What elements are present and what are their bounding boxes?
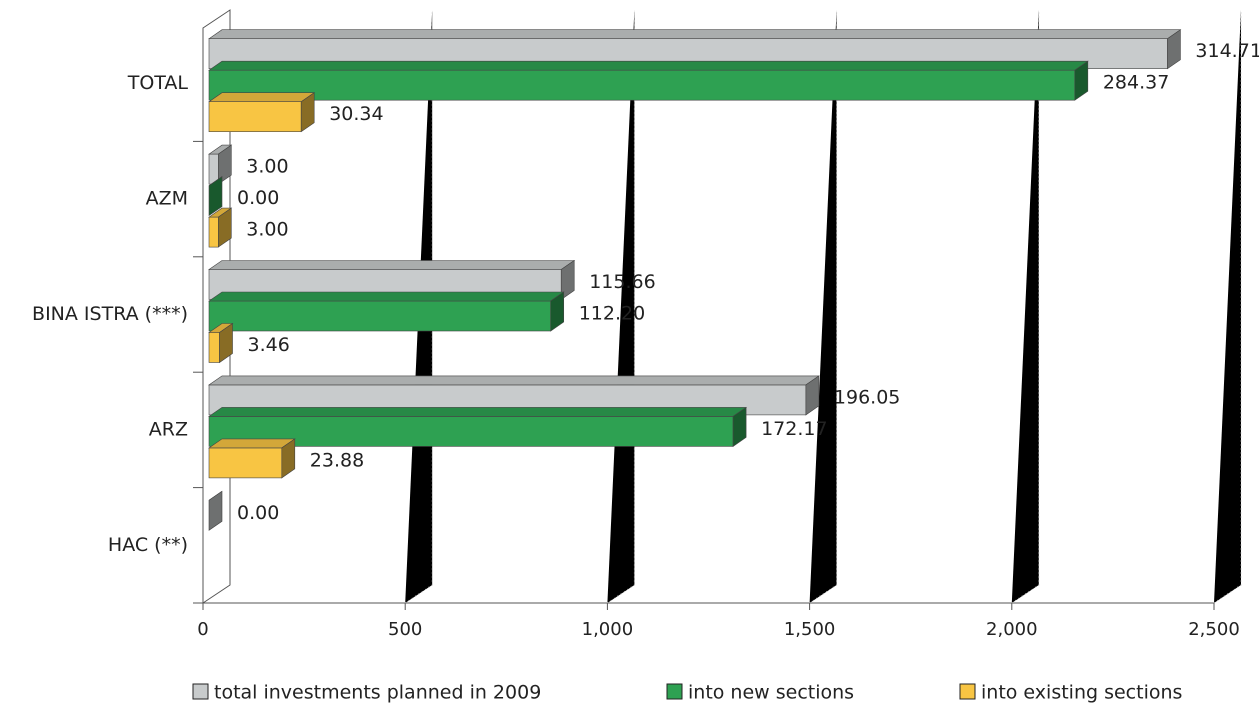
bar-top — [208, 92, 316, 102]
value-label: 3.00 — [246, 219, 288, 241]
bar-side — [1167, 29, 1181, 70]
y-tick-label: ARZ — [149, 418, 188, 440]
bar-top — [208, 260, 576, 270]
bar-front — [208, 416, 734, 447]
y-tick-label: TOTAL — [127, 72, 189, 94]
bar-side — [560, 259, 575, 301]
bar — [208, 490, 223, 531]
value-label: 196.05 — [834, 386, 900, 408]
legend-swatch — [192, 683, 209, 700]
value-label: 172.17 — [761, 418, 827, 440]
x-tick-label: 500 — [388, 619, 422, 640]
value-label: 0.00 — [237, 187, 279, 209]
legend-label: into new sections — [688, 682, 854, 704]
bar — [208, 322, 234, 364]
bar-side — [281, 438, 296, 479]
bar-top — [208, 60, 1089, 71]
bar-side — [219, 322, 233, 364]
axis-wall — [202, 9, 231, 604]
bar — [208, 176, 223, 217]
y-tick-label: AZM — [146, 188, 188, 210]
bar-side — [208, 490, 223, 531]
y-tick-label: BINA ISTRA (***) — [32, 303, 188, 325]
x-tick-label: 2,000 — [986, 619, 1038, 640]
grid-line — [607, 10, 635, 604]
bar-front — [208, 332, 220, 363]
bar-side — [218, 144, 232, 185]
value-label: 3.00 — [246, 156, 288, 178]
bar-front — [208, 300, 552, 332]
value-label: 284.37 — [1103, 72, 1169, 94]
value-label: 30.34 — [329, 103, 383, 125]
value-label: 23.88 — [310, 449, 364, 471]
bar-side — [208, 176, 223, 217]
bar-side — [1074, 60, 1089, 101]
y-tick-label: HAC (**) — [108, 534, 188, 556]
value-label: 314.71 — [1195, 40, 1259, 62]
bar-front — [208, 101, 302, 132]
bar — [208, 144, 233, 185]
value-label: 0.00 — [237, 502, 279, 524]
grid-line — [1213, 10, 1242, 604]
bar-side — [732, 406, 747, 447]
bar — [208, 60, 1089, 101]
bar-top — [208, 407, 748, 417]
bar-side — [805, 375, 820, 416]
x-tick-label: 1,500 — [784, 619, 836, 640]
bar — [208, 406, 748, 447]
legend-swatch — [666, 683, 683, 700]
bar-front — [208, 447, 283, 479]
legend-label: total investments planned in 2009 — [214, 682, 541, 704]
x-tick-label: 0 — [197, 619, 208, 640]
bar-top — [208, 438, 296, 449]
bar-front — [208, 216, 219, 248]
bar-side — [550, 291, 565, 332]
bar — [208, 438, 296, 479]
legend-swatch — [959, 683, 976, 700]
bar-front — [208, 69, 1076, 101]
bar-side — [300, 92, 315, 133]
bar-side — [218, 207, 232, 248]
bar-top — [208, 29, 1182, 39]
value-label: 3.46 — [248, 334, 290, 356]
bar — [208, 207, 233, 248]
bar-top — [208, 291, 565, 302]
bar — [208, 92, 316, 133]
x-tick-label: 1,000 — [582, 619, 634, 640]
bar — [208, 291, 565, 332]
legend-label: into existing sections — [981, 682, 1182, 704]
bar-front — [208, 153, 219, 185]
grid-line — [1011, 10, 1040, 604]
x-tick-label: 2,500 — [1188, 619, 1240, 640]
value-label: 115.66 — [589, 271, 655, 293]
value-label: 112.20 — [579, 303, 645, 325]
grid-line — [809, 10, 838, 604]
bar-top — [208, 375, 820, 386]
